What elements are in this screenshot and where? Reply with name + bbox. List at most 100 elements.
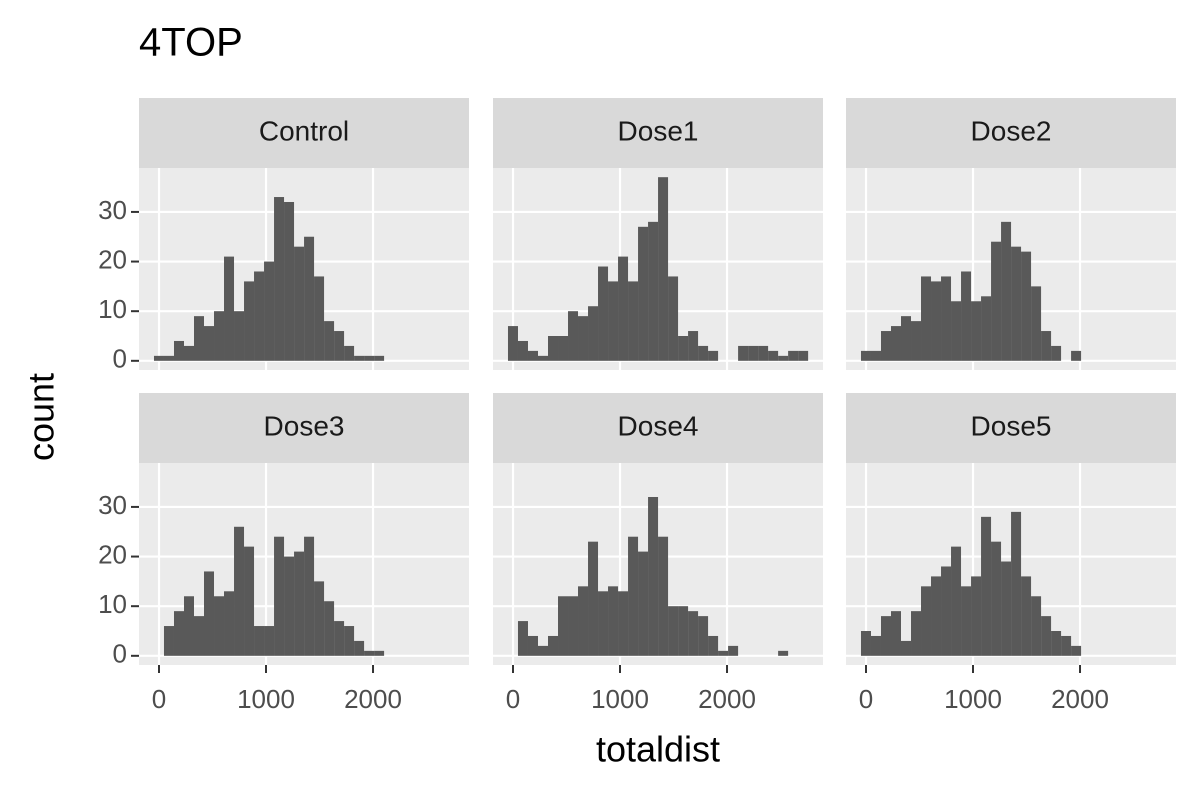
y-tick-label: 20	[98, 244, 127, 274]
bar	[598, 266, 609, 361]
bar	[294, 551, 305, 656]
bar	[788, 350, 799, 361]
bar	[648, 496, 659, 656]
bar	[668, 276, 679, 361]
bar	[951, 546, 962, 656]
bar	[1041, 616, 1052, 656]
bar	[981, 296, 992, 361]
y-tick-label: 10	[98, 294, 127, 324]
bar	[1011, 511, 1022, 656]
bar	[354, 355, 365, 361]
bar	[911, 611, 922, 656]
bar	[931, 576, 942, 656]
bar	[738, 345, 749, 361]
bar	[931, 281, 942, 361]
bar	[1021, 576, 1032, 656]
bar	[183, 596, 194, 656]
bar	[374, 650, 385, 656]
bar	[688, 611, 699, 656]
bar	[658, 536, 669, 656]
bar	[1051, 345, 1062, 361]
bar	[890, 611, 901, 656]
bar	[598, 591, 609, 656]
bar	[314, 581, 325, 656]
bar	[658, 177, 669, 361]
bar	[1011, 246, 1022, 361]
bar	[628, 281, 639, 361]
bar	[718, 650, 729, 656]
bar	[324, 601, 335, 656]
bar	[163, 626, 174, 656]
bar	[274, 197, 285, 361]
bar	[264, 626, 275, 656]
bar	[678, 336, 689, 361]
bar	[517, 340, 528, 361]
bar	[870, 350, 881, 361]
bar	[1051, 631, 1062, 656]
y-tick-label: 30	[98, 195, 127, 225]
strip-label: Dose4	[618, 410, 699, 441]
bar	[527, 350, 538, 361]
x-tick-label: 2000	[344, 684, 402, 714]
bar	[748, 345, 759, 361]
bar	[264, 261, 275, 361]
x-tick-label: 0	[152, 684, 166, 714]
bar	[678, 606, 689, 656]
bar	[314, 276, 325, 361]
strip-background	[846, 98, 1176, 168]
bar	[344, 345, 355, 361]
bar	[1001, 221, 1012, 361]
bar	[204, 326, 215, 361]
strip-label: Dose2	[971, 115, 1052, 146]
bar	[588, 541, 599, 656]
bar	[284, 201, 295, 361]
bar	[798, 350, 809, 361]
bar	[698, 616, 709, 656]
x-tick-label: 0	[506, 684, 520, 714]
y-tick-label: 30	[98, 490, 127, 520]
bar	[558, 336, 569, 361]
bar	[608, 281, 619, 361]
bar	[244, 546, 255, 656]
bar	[1071, 645, 1082, 656]
bar	[1031, 286, 1042, 361]
y-axis-title: count	[21, 373, 62, 461]
bar	[173, 340, 184, 361]
bar	[880, 331, 891, 361]
bar	[1001, 561, 1012, 656]
bar	[183, 345, 194, 361]
x-tick-label: 0	[859, 684, 873, 714]
y-tick-label: 0	[113, 344, 127, 374]
bar	[768, 350, 779, 361]
bar	[304, 536, 315, 656]
x-tick-label: 1000	[237, 684, 295, 714]
bar	[274, 536, 285, 656]
bar	[244, 281, 255, 361]
bar	[294, 246, 305, 361]
bar	[578, 586, 589, 656]
bar	[941, 276, 952, 361]
chart-title: 4TOP	[139, 21, 243, 65]
bar	[901, 640, 912, 656]
bar	[890, 326, 901, 361]
bar	[951, 301, 962, 361]
strip-background	[846, 393, 1176, 463]
bar	[578, 316, 589, 361]
bar	[901, 316, 912, 361]
bar	[173, 611, 184, 656]
strip-background	[139, 393, 469, 463]
bar	[364, 355, 375, 361]
bar	[234, 311, 245, 361]
bar	[668, 606, 679, 656]
bar	[374, 355, 385, 361]
bar	[568, 311, 579, 361]
bar	[527, 635, 538, 656]
bar	[284, 556, 295, 656]
bar	[628, 536, 639, 656]
bar	[334, 331, 345, 361]
bar	[961, 586, 972, 656]
x-tick-label: 1000	[591, 684, 649, 714]
bar	[1061, 635, 1072, 656]
strip-background	[493, 98, 823, 168]
